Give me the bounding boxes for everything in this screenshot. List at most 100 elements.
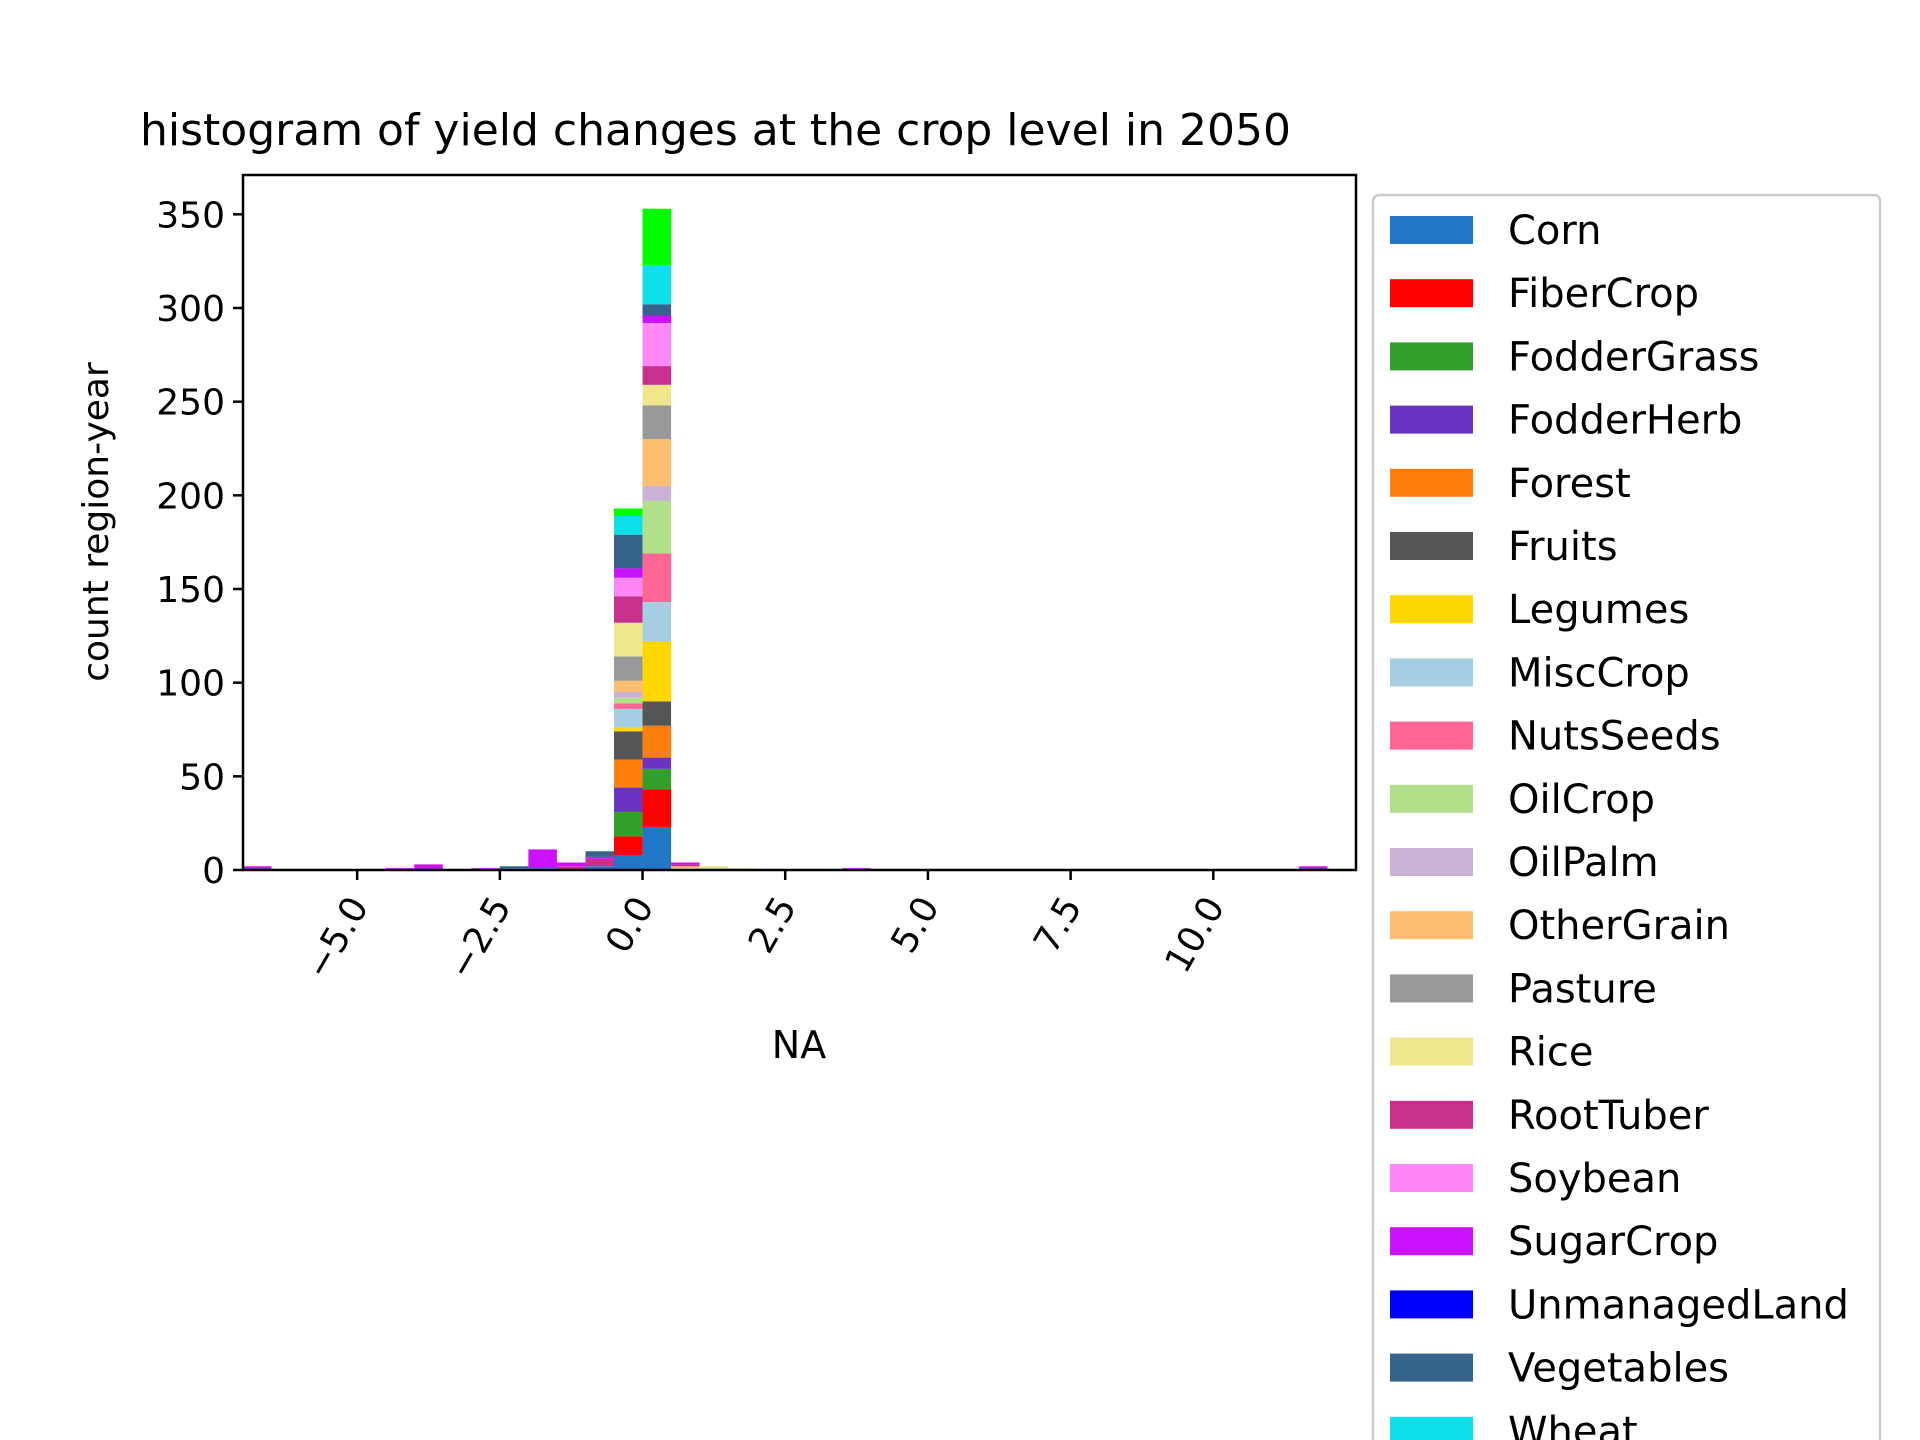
bar-segment <box>642 757 672 769</box>
legend-swatch <box>1390 532 1473 560</box>
legend-swatch <box>1390 279 1473 308</box>
x-tick-label: 10.0 <box>1158 890 1234 980</box>
legend: Corn FiberCrop FodderGrass FodderHerb Forest… <box>1371 193 1882 1440</box>
bar-segment <box>614 656 643 681</box>
legend-label: FiberCrop <box>1508 271 1699 317</box>
bar-segment <box>499 866 529 869</box>
y-tick-label: 50 <box>179 757 225 798</box>
legend-label: Corn <box>1508 208 1602 254</box>
y-axis-label: count region-year <box>76 362 117 682</box>
legend-label: Legumes <box>1508 587 1689 633</box>
legend-label: OilPalm <box>1508 840 1659 886</box>
bar-segment <box>614 568 643 578</box>
bar-segment <box>614 534 643 569</box>
bar-segment <box>699 866 729 869</box>
bar-segment <box>642 553 672 603</box>
legend-swatch <box>1390 342 1473 371</box>
bar-segment <box>585 866 614 870</box>
bar-segment <box>642 264 672 305</box>
bar-segment <box>528 849 557 869</box>
legend-swatch <box>1390 848 1473 876</box>
bar-segment <box>614 787 643 812</box>
bar-segment <box>614 703 643 709</box>
bar-segment <box>642 768 672 790</box>
bar-segment <box>585 858 614 867</box>
bar-segment <box>642 500 672 554</box>
legend-label: Pasture <box>1508 966 1657 1012</box>
bar-segment <box>642 304 672 316</box>
x-axis: −5.0 −2.5 0.0 2.5 5.0 7.5 10.0 <box>298 870 1233 986</box>
y-tick-label: 350 <box>156 195 225 236</box>
bar-segment <box>614 692 643 698</box>
legend-label: FodderHerb <box>1508 398 1742 444</box>
bar-segment <box>614 855 643 870</box>
bar-segment <box>642 315 672 323</box>
bar-segment <box>614 731 643 760</box>
bar-segment <box>642 485 672 501</box>
bar-segment <box>614 680 643 693</box>
legend-swatch <box>1390 721 1473 750</box>
bar-segment <box>556 866 586 870</box>
bar-segment <box>414 864 443 870</box>
bar-segment <box>614 811 643 837</box>
y-tick-label: 0 <box>202 851 225 892</box>
legend-swatch <box>1390 1290 1473 1319</box>
bar-segment <box>614 836 643 856</box>
bar-segment <box>585 856 614 859</box>
bar-segment <box>614 577 643 597</box>
bar-segment <box>671 862 700 865</box>
legend-swatch <box>1390 911 1473 940</box>
legend-label: UnmanagedLand <box>1508 1282 1849 1328</box>
bar-segment <box>642 701 672 726</box>
bar-segment <box>614 508 643 516</box>
histogram-bars <box>243 208 1328 870</box>
legend-box <box>1371 193 1882 1440</box>
bar-segment <box>642 789 672 827</box>
x-tick-label: 2.5 <box>741 890 805 960</box>
legend-label: FodderGrass <box>1508 334 1760 380</box>
bar-segment <box>642 725 672 758</box>
legend-label: Fruits <box>1508 524 1618 570</box>
legend-label: OtherGrain <box>1508 903 1730 949</box>
bar-segment <box>642 208 672 265</box>
bar-segment <box>614 727 643 732</box>
legend-swatch <box>1390 216 1473 244</box>
y-axis: 0 50 100 150 200 250 300 350 <box>156 195 243 892</box>
legend-swatch <box>1390 1100 1473 1129</box>
legend-swatch <box>1390 1416 1473 1440</box>
legend-swatch <box>1390 595 1473 624</box>
y-tick-label: 200 <box>156 476 225 517</box>
plot-frame <box>241 173 1358 872</box>
legend-swatch <box>1390 1227 1473 1256</box>
bar-segment <box>642 439 672 486</box>
legend-label: Rice <box>1508 1030 1594 1076</box>
chart-title: histogram of yield changes at the crop l… <box>140 105 1291 156</box>
x-tick-label: −5.0 <box>298 890 377 986</box>
legend-swatch <box>1390 405 1473 434</box>
legend-label: NutsSeeds <box>1508 714 1721 760</box>
bar-segment <box>614 622 643 657</box>
legend-label: OilCrop <box>1508 777 1655 823</box>
bar-segment <box>642 405 672 440</box>
bar-segment <box>614 596 643 623</box>
x-tick-label: 7.5 <box>1026 890 1090 960</box>
y-tick-label: 150 <box>156 570 225 611</box>
bar-segment <box>671 864 700 867</box>
bar-segment <box>614 708 643 728</box>
x-tick-label: −2.5 <box>440 890 519 986</box>
bar-segment <box>642 641 672 702</box>
legend-swatch <box>1390 658 1473 687</box>
bar-segment <box>642 384 672 406</box>
legend-label: Soybean <box>1508 1156 1681 1202</box>
bar-segment <box>585 851 614 857</box>
y-tick-label: 300 <box>156 289 225 330</box>
bar-segment <box>1298 866 1328 869</box>
bar-segment <box>614 697 643 704</box>
bar-segment <box>671 866 700 869</box>
legend-label: MiscCrop <box>1508 650 1690 696</box>
legend-swatch <box>1390 1164 1473 1192</box>
legend-swatch <box>1390 468 1473 497</box>
x-tick-label: 5.0 <box>884 890 948 960</box>
legend-swatch <box>1390 1037 1473 1066</box>
